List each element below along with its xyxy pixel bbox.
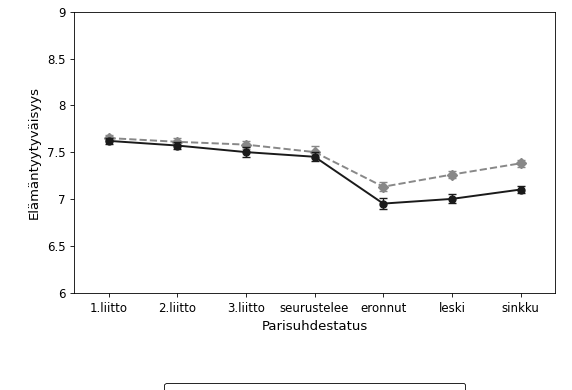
X-axis label: Parisuhdestatus: Parisuhdestatus (261, 320, 368, 333)
Y-axis label: Elämäntyytyväisyys: Elämäntyytyväisyys (28, 85, 41, 219)
Legend: Ei lapsenlapsia, On lapsenlapsia: Ei lapsenlapsia, On lapsenlapsia (164, 383, 465, 390)
